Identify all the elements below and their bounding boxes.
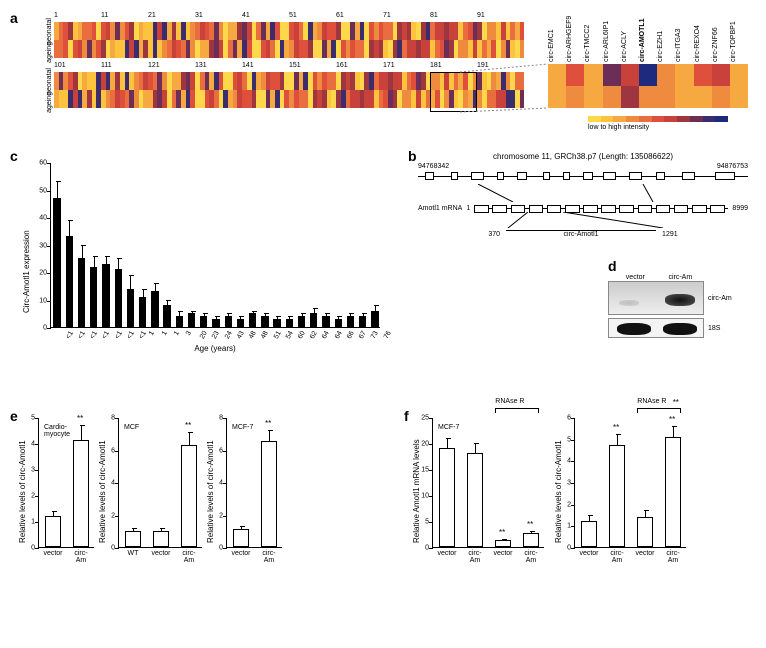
panel-b-label: b: [408, 148, 417, 164]
lane-label: circ-Am: [668, 274, 692, 281]
row-label: ageing: [46, 86, 53, 113]
panel-d-label: d: [608, 258, 617, 274]
mrna-line: [474, 208, 728, 216]
coord-right: 94876753: [717, 163, 748, 170]
heatmap-block-1: 1112131415161718191 neonatalageing: [54, 22, 524, 58]
panel-e: Relative levels of circ-Amotl1012345vect…: [38, 418, 282, 548]
y-title: Circ-Amotl1 expression: [22, 230, 31, 313]
figure: a 1112131415161718191 neonatalageing 101…: [8, 8, 758, 640]
lane-label: vector: [626, 274, 645, 281]
blot-label: 18S: [708, 325, 720, 332]
circ-label: circ-Amotl1: [564, 231, 599, 238]
panel-c-label: c: [10, 148, 18, 164]
heatmap-a: 1112131415161718191 neonatalageing 10111…: [54, 22, 524, 114]
row-label: ageing: [46, 36, 53, 63]
panel-a-label: a: [10, 10, 18, 26]
panel-f-label: f: [404, 408, 409, 424]
mrna-left: 1: [466, 205, 470, 212]
zoom-heatmap: [548, 64, 748, 108]
scale-text: low to high intensity: [588, 124, 728, 131]
panel-b: chromosome 11, GRCh38.p7 (Length: 135086…: [418, 152, 748, 238]
blot-circam: [608, 281, 704, 315]
zoom-box: [430, 72, 477, 112]
mrna-right: 8999: [732, 205, 748, 212]
blot-label: circ-Am: [708, 295, 732, 302]
gene-connector: [418, 184, 748, 202]
circ-left: 370: [488, 231, 500, 238]
panel-e-label: e: [10, 408, 18, 424]
blot-18s: [608, 318, 704, 338]
mrna-label: Amotl1 mRNA: [418, 205, 462, 212]
zoom-labels: circ-EMC1circ-ARHGEF9circ-TMCC2circ-ARL6…: [548, 12, 748, 62]
circ-right: 1291: [662, 231, 678, 238]
color-scale: [588, 116, 728, 122]
coord-left: 94768342: [418, 163, 449, 170]
gene-line: [418, 172, 748, 182]
panel-d: vector circ-Am circ-Am 18S: [608, 274, 738, 338]
panel-b-title: chromosome 11, GRCh38.p7 (Length: 135086…: [418, 152, 748, 161]
x-title: Age (years): [50, 344, 380, 353]
panel-c-chart: Circ-Amotl1 expression 0102030405060<1<1…: [50, 163, 380, 353]
panel-f: Relative Amotl1 mRNA levels0510152025vec…: [432, 418, 686, 548]
